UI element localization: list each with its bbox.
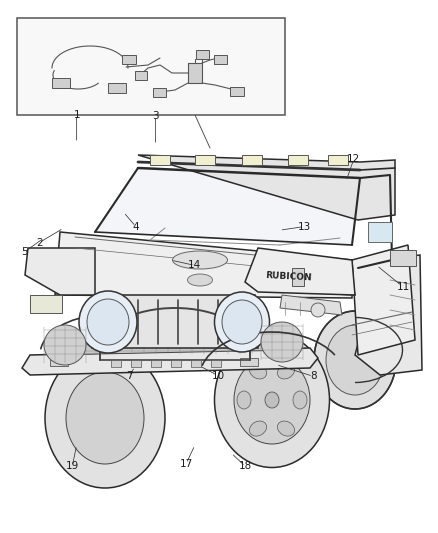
Bar	[50, 358, 68, 366]
Polygon shape	[280, 295, 342, 315]
Ellipse shape	[45, 348, 165, 488]
Ellipse shape	[187, 274, 212, 286]
Bar	[122, 55, 136, 64]
Text: 7: 7	[126, 371, 133, 381]
Polygon shape	[352, 245, 415, 355]
Ellipse shape	[215, 292, 269, 352]
Ellipse shape	[222, 300, 262, 344]
Bar	[211, 360, 221, 367]
Bar	[242, 155, 262, 165]
Bar	[30, 295, 62, 313]
Bar	[240, 358, 258, 366]
Ellipse shape	[250, 364, 267, 379]
Bar	[195, 155, 215, 165]
Text: 5: 5	[21, 247, 28, 257]
Ellipse shape	[66, 372, 144, 464]
Bar	[390, 250, 416, 266]
Bar	[191, 360, 201, 367]
Ellipse shape	[173, 251, 227, 269]
Bar	[328, 155, 348, 165]
Bar	[188, 63, 202, 83]
Bar	[17, 18, 285, 115]
Ellipse shape	[261, 322, 303, 362]
Text: 12: 12	[347, 154, 360, 164]
Ellipse shape	[79, 291, 137, 353]
Text: 18: 18	[239, 462, 252, 471]
Bar	[151, 360, 161, 367]
Text: 4: 4	[132, 222, 139, 231]
Ellipse shape	[277, 421, 294, 436]
Bar	[131, 360, 141, 367]
Text: RUBICON: RUBICON	[265, 271, 312, 282]
Bar	[214, 55, 227, 64]
Bar	[230, 87, 244, 96]
Text: 2: 2	[36, 238, 43, 247]
Bar	[150, 155, 170, 165]
Bar	[196, 50, 209, 59]
Polygon shape	[95, 168, 360, 245]
Polygon shape	[22, 348, 318, 375]
Text: 13: 13	[298, 222, 311, 231]
Polygon shape	[138, 155, 395, 220]
Polygon shape	[25, 248, 95, 295]
Ellipse shape	[237, 391, 251, 409]
Bar	[368, 222, 392, 242]
Text: 17: 17	[180, 459, 193, 469]
Ellipse shape	[250, 421, 267, 436]
Bar	[108, 83, 126, 93]
Ellipse shape	[314, 311, 396, 409]
Polygon shape	[355, 255, 422, 375]
Ellipse shape	[277, 364, 294, 379]
Ellipse shape	[293, 391, 307, 409]
Bar	[135, 71, 147, 80]
Ellipse shape	[326, 325, 384, 395]
Bar	[288, 155, 308, 165]
Ellipse shape	[234, 356, 310, 444]
Polygon shape	[55, 232, 352, 298]
Bar	[171, 360, 181, 367]
Text: 3: 3	[152, 111, 159, 121]
Text: 1: 1	[73, 110, 80, 119]
Ellipse shape	[87, 299, 129, 345]
Text: 8: 8	[310, 372, 317, 381]
Ellipse shape	[215, 333, 329, 467]
Polygon shape	[92, 295, 258, 348]
Bar	[111, 360, 121, 367]
Bar	[153, 88, 166, 97]
Text: 10: 10	[212, 371, 225, 381]
Text: 14: 14	[188, 261, 201, 270]
Polygon shape	[245, 248, 355, 295]
Polygon shape	[258, 265, 355, 295]
Text: 19: 19	[66, 462, 79, 471]
Bar	[292, 268, 304, 286]
Bar	[52, 78, 70, 88]
Polygon shape	[50, 328, 290, 355]
Ellipse shape	[265, 392, 279, 408]
Ellipse shape	[311, 303, 325, 317]
Text: 11: 11	[396, 282, 410, 292]
Ellipse shape	[44, 325, 86, 365]
